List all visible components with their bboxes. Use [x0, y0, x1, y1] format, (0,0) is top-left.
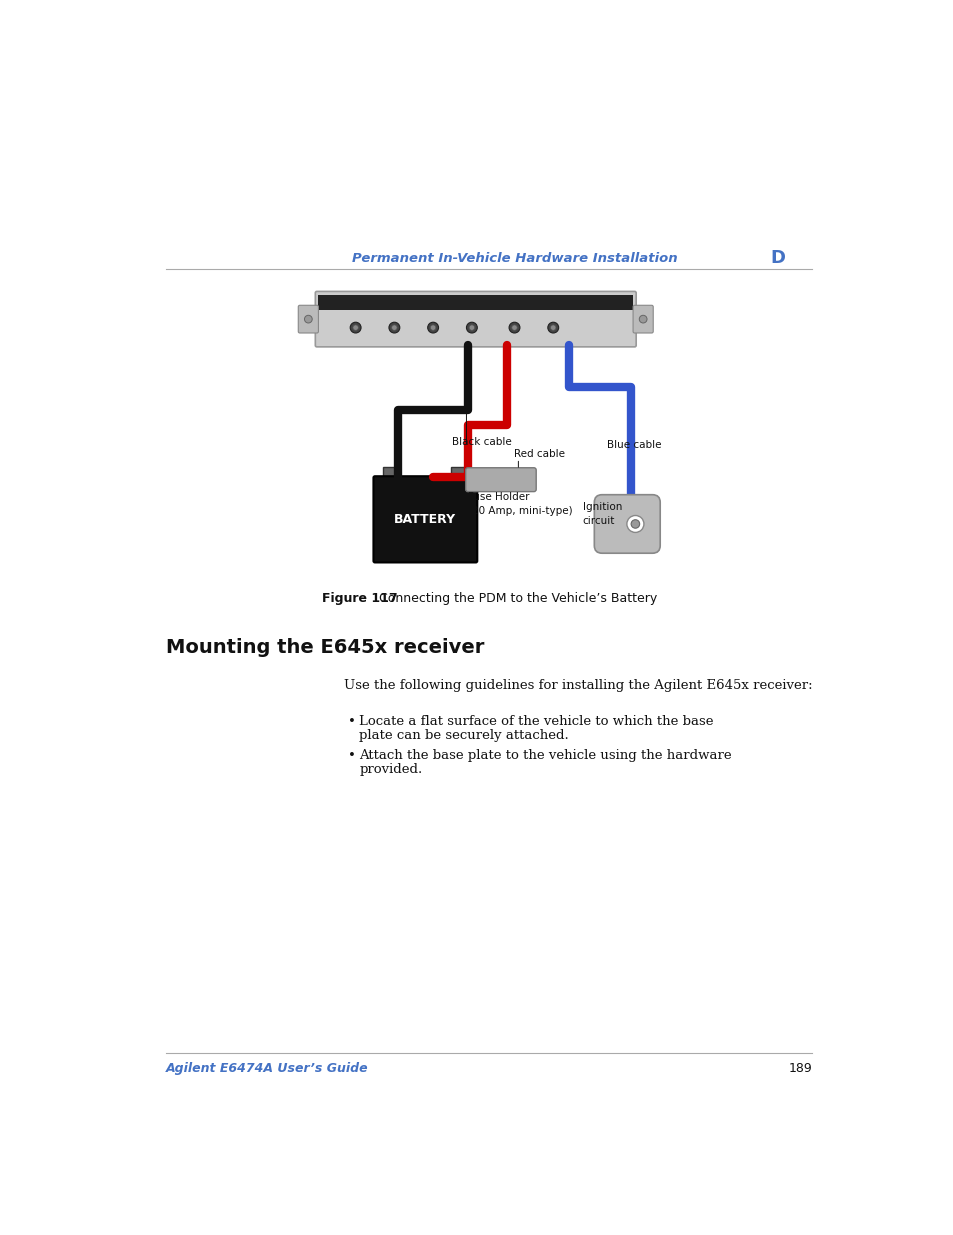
Text: Mounting the E645x receiver: Mounting the E645x receiver — [166, 637, 483, 657]
Circle shape — [509, 322, 519, 333]
Circle shape — [389, 322, 399, 333]
FancyBboxPatch shape — [315, 291, 636, 347]
Text: D: D — [769, 249, 784, 267]
Circle shape — [350, 322, 360, 333]
FancyBboxPatch shape — [465, 468, 536, 492]
Text: Ignition
circuit: Ignition circuit — [582, 503, 621, 526]
Text: Black cable: Black cable — [452, 437, 512, 447]
Circle shape — [547, 322, 558, 333]
Text: Blue cable: Blue cable — [607, 440, 661, 450]
Text: Figure 117: Figure 117 — [322, 592, 397, 605]
Circle shape — [392, 325, 396, 330]
FancyBboxPatch shape — [594, 495, 659, 553]
Text: Locate a flat surface of the vehicle to which the base: Locate a flat surface of the vehicle to … — [359, 715, 713, 727]
Text: plate can be securely attached.: plate can be securely attached. — [359, 729, 569, 742]
Circle shape — [430, 325, 436, 330]
Circle shape — [550, 325, 556, 330]
Circle shape — [466, 322, 476, 333]
Text: BATTERY: BATTERY — [394, 513, 456, 526]
Text: Red cable: Red cable — [514, 448, 565, 458]
Circle shape — [353, 325, 358, 330]
Circle shape — [639, 315, 646, 324]
Circle shape — [631, 520, 639, 529]
Circle shape — [304, 315, 312, 324]
Circle shape — [469, 325, 474, 330]
FancyBboxPatch shape — [298, 305, 318, 333]
Bar — [451, 467, 468, 479]
Text: Fuse Holder
(20 Amp, mini-type): Fuse Holder (20 Amp, mini-type) — [468, 493, 572, 515]
Text: Use the following guidelines for installing the Agilent E645x receiver:: Use the following guidelines for install… — [344, 679, 812, 693]
Circle shape — [626, 515, 643, 532]
Circle shape — [427, 322, 438, 333]
Bar — [382, 467, 399, 479]
Bar — [318, 294, 633, 310]
Text: provided.: provided. — [359, 763, 422, 776]
Text: Agilent E6474A User’s Guide: Agilent E6474A User’s Guide — [166, 1062, 368, 1074]
Circle shape — [511, 325, 517, 330]
Text: •: • — [348, 748, 355, 762]
Text: •: • — [348, 715, 355, 727]
FancyBboxPatch shape — [633, 305, 653, 333]
Text: Connecting the PDM to the Vehicle’s Battery: Connecting the PDM to the Vehicle’s Batt… — [367, 592, 657, 605]
FancyBboxPatch shape — [373, 477, 476, 562]
Text: 189: 189 — [787, 1062, 811, 1074]
Text: Permanent In-Vehicle Hardware Installation: Permanent In-Vehicle Hardware Installati… — [352, 252, 677, 264]
Text: Attach the base plate to the vehicle using the hardware: Attach the base plate to the vehicle usi… — [359, 748, 731, 762]
